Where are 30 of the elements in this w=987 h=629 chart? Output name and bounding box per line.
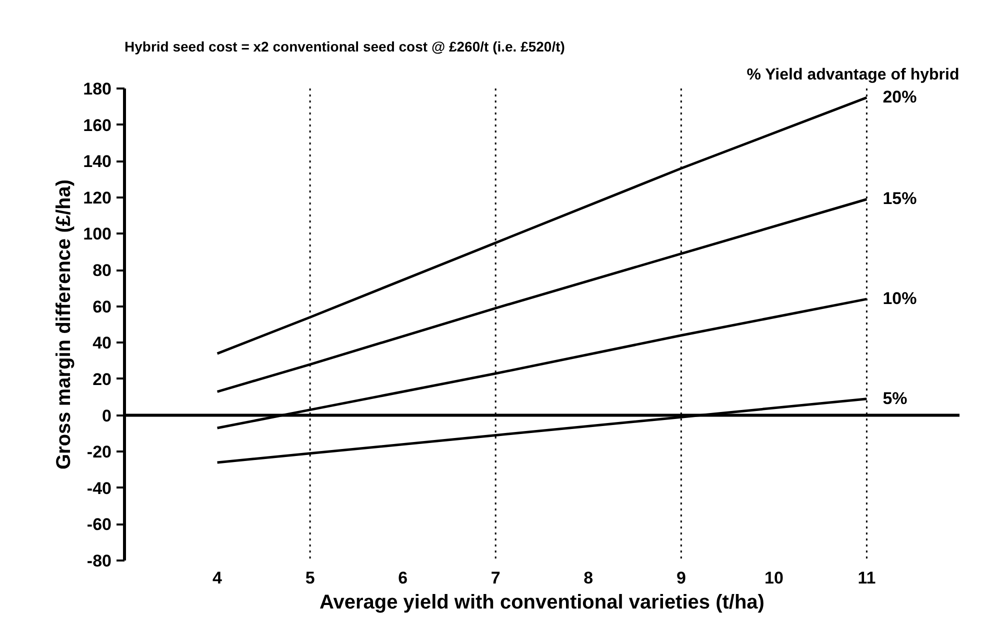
y-tick-label: 0 bbox=[102, 406, 112, 426]
legend-title: % Yield advantage of hybrid bbox=[746, 66, 960, 84]
y-tick-label: 180 bbox=[83, 80, 112, 98]
series-label: 5% bbox=[882, 388, 908, 408]
y-tick-label: 100 bbox=[83, 224, 112, 244]
x-tick-label: 8 bbox=[584, 568, 594, 588]
x-tick-label: 7 bbox=[490, 568, 500, 588]
x-tick-label: 10 bbox=[764, 568, 784, 588]
x-tick-label: 9 bbox=[676, 568, 686, 588]
y-tick-label: 60 bbox=[92, 297, 112, 316]
x-tick-label: 11 bbox=[858, 568, 876, 588]
x-axis-title: Average yield with conventional varieties (t/ha) bbox=[320, 592, 764, 614]
y-tick-label: -20 bbox=[86, 442, 112, 462]
x-tick-label: 6 bbox=[398, 568, 408, 588]
y-axis-title: Gross margin difference (£/ha) bbox=[53, 179, 76, 470]
series-label: 15% bbox=[882, 189, 917, 208]
y-tick-label: 120 bbox=[83, 188, 112, 208]
series-label: 20% bbox=[882, 88, 917, 107]
y-tick-label: 20 bbox=[92, 370, 112, 389]
y-tick-label: -80 bbox=[86, 552, 112, 570]
y-tick-label: 80 bbox=[92, 261, 112, 280]
y-tick-label: 40 bbox=[92, 334, 112, 353]
x-tick-label: 5 bbox=[305, 568, 315, 588]
chart-title: Hybrid seed cost = x2 conventional seed cost @ £260/t (i.e. £520/t) bbox=[124, 38, 565, 54]
x-tick-label: 4 bbox=[212, 568, 223, 588]
y-tick-label: 140 bbox=[83, 152, 112, 172]
y-tick-label: -60 bbox=[86, 515, 112, 534]
y-tick-label: -40 bbox=[86, 478, 112, 498]
series-label: 10% bbox=[882, 289, 917, 308]
y-tick-label: 160 bbox=[83, 116, 112, 135]
